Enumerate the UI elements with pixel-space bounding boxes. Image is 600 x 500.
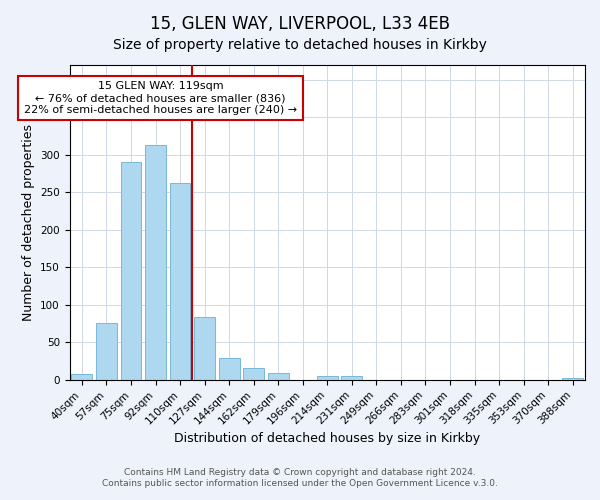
Bar bbox=[121, 162, 142, 380]
Text: Size of property relative to detached houses in Kirkby: Size of property relative to detached ho… bbox=[113, 38, 487, 52]
Bar bbox=[341, 376, 362, 380]
X-axis label: Distribution of detached houses by size in Kirkby: Distribution of detached houses by size … bbox=[174, 432, 481, 445]
Bar bbox=[219, 358, 239, 380]
Bar bbox=[317, 376, 338, 380]
Bar bbox=[243, 368, 264, 380]
Bar bbox=[170, 182, 190, 380]
Bar bbox=[96, 323, 117, 380]
Text: 15 GLEN WAY: 119sqm
← 76% of detached houses are smaller (836)
22% of semi-detac: 15 GLEN WAY: 119sqm ← 76% of detached ho… bbox=[24, 82, 297, 114]
Bar bbox=[562, 378, 583, 380]
Bar bbox=[268, 373, 289, 380]
Bar bbox=[145, 145, 166, 380]
Text: 15, GLEN WAY, LIVERPOOL, L33 4EB: 15, GLEN WAY, LIVERPOOL, L33 4EB bbox=[150, 15, 450, 33]
Text: Contains HM Land Registry data © Crown copyright and database right 2024.
Contai: Contains HM Land Registry data © Crown c… bbox=[102, 468, 498, 487]
Bar bbox=[71, 374, 92, 380]
Y-axis label: Number of detached properties: Number of detached properties bbox=[22, 124, 35, 321]
Bar bbox=[194, 317, 215, 380]
